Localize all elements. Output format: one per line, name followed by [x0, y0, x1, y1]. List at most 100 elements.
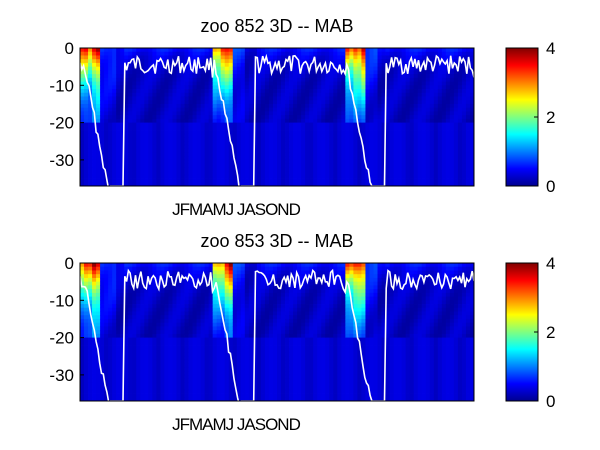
heatmap-cell [357, 74, 362, 79]
heatmap-cell [457, 115, 463, 120]
heatmap-cell [104, 70, 109, 75]
heatmap-cell [232, 156, 238, 161]
heatmap-cell [176, 77, 181, 82]
heatmap-cell [289, 81, 294, 86]
heatmap-cell [341, 70, 346, 75]
heatmap-cell [96, 144, 101, 150]
heatmap-cell [92, 333, 97, 338]
heatmap-cell [268, 118, 274, 123]
heatmap-cell [461, 133, 467, 138]
heatmap-cell [373, 122, 378, 127]
heatmap-cell [124, 363, 129, 368]
heatmap-cell [405, 159, 411, 165]
heatmap-cell [136, 59, 141, 64]
heatmap-cell [277, 111, 282, 116]
heatmap-cell [465, 89, 471, 94]
heatmap-cell [309, 77, 314, 82]
heatmap-cell [132, 363, 137, 368]
heatmap-cell [433, 85, 439, 90]
heatmap-cell [128, 163, 133, 168]
heatmap-cell [204, 382, 210, 387]
heatmap-cell [120, 285, 125, 290]
heatmap-cell [373, 111, 378, 116]
heatmap-cell [100, 70, 105, 75]
heatmap-cell [148, 85, 153, 90]
heatmap-cell [160, 163, 165, 168]
heatmap-cell [333, 107, 338, 112]
heatmap-cell [92, 367, 97, 372]
heatmap-cell [120, 115, 125, 120]
heatmap-cell [264, 62, 270, 68]
heatmap-cell [128, 167, 133, 172]
heatmap-cell [244, 103, 250, 109]
heatmap-cell [224, 277, 230, 283]
heatmap-cell [96, 163, 101, 168]
heatmap-cell [164, 141, 169, 146]
heatmap-cell [305, 74, 310, 79]
heatmap-cell [128, 89, 133, 94]
heatmap-cell [369, 122, 374, 127]
heatmap-cell [373, 167, 378, 172]
heatmap-cell [148, 167, 153, 172]
heatmap-cell [461, 89, 467, 94]
heatmap-cell [120, 348, 125, 353]
heatmap-cell [136, 311, 141, 316]
heatmap-cell [305, 115, 310, 120]
heatmap-cell [172, 378, 177, 383]
heatmap-cell [152, 59, 157, 64]
heatmap-cell [200, 393, 206, 398]
heatmap-cell [168, 171, 173, 176]
heatmap-cell [301, 130, 306, 135]
heatmap-cell [385, 159, 390, 165]
heatmap-cell [361, 115, 366, 120]
heatmap-cell [393, 152, 399, 157]
heatmap-cell [140, 356, 145, 361]
heatmap-cell [92, 85, 97, 90]
heatmap-cell [393, 111, 399, 116]
heatmap-cell [224, 292, 230, 297]
heatmap-cell [196, 122, 202, 127]
heatmap-cell [313, 103, 318, 109]
heatmap-cell [272, 115, 278, 120]
heatmap-cell [397, 66, 403, 71]
heatmap-cell [393, 118, 399, 123]
heatmap-cell [341, 178, 346, 183]
heatmap-cell [156, 103, 161, 109]
heatmap-cell [204, 389, 210, 394]
heatmap-cell [216, 59, 222, 64]
heatmap-cell [244, 115, 250, 120]
heatmap-cell [461, 159, 467, 165]
heatmap-cell [212, 378, 218, 383]
heatmap-cell [220, 163, 226, 168]
heatmap-cell [92, 345, 97, 350]
heatmap-cell [192, 100, 197, 105]
heatmap-cell [132, 326, 137, 331]
heatmap-cell [132, 167, 137, 172]
heatmap-cell [220, 70, 226, 75]
heatmap-cell [100, 296, 105, 301]
heatmap-cell [248, 85, 254, 90]
heatmap-cell [84, 352, 89, 357]
heatmap-cell [180, 182, 185, 186]
heatmap-cell [200, 341, 206, 346]
heatmap-cell [317, 81, 322, 86]
heatmap-cell [96, 118, 101, 123]
heatmap-cell [200, 156, 206, 161]
heatmap-cell [309, 144, 314, 150]
heatmap-cell [216, 51, 222, 56]
heatmap-cell [104, 126, 109, 131]
heatmap-cell [180, 137, 185, 142]
heatmap-cell [397, 171, 403, 176]
heatmap-cell [240, 55, 246, 60]
heatmap-cell [293, 174, 298, 179]
heatmap-cell [333, 133, 338, 138]
heatmap-cell [156, 311, 161, 316]
heatmap-cell [140, 296, 145, 301]
heatmap-cell [208, 352, 214, 357]
heatmap-cell [184, 359, 189, 365]
heatmap-cell [188, 96, 193, 101]
heatmap-cell [240, 163, 246, 168]
panel-852: zoo 852 3D -- MAB 0-10-20-30 JFMAMJ JASO… [49, 16, 555, 219]
heatmap-cell [148, 111, 153, 116]
heatmap-cell [268, 156, 274, 161]
